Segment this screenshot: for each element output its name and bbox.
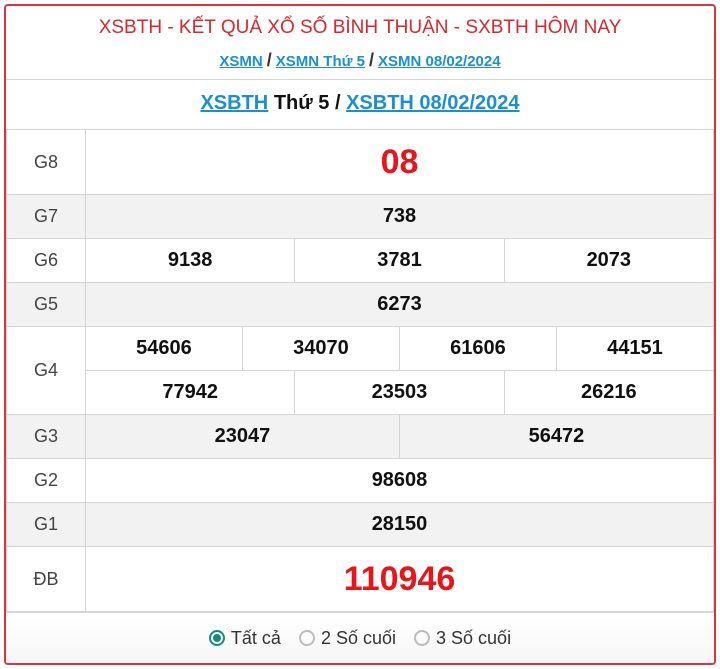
prize-label: G8: [6, 129, 86, 195]
row-g1: G1 28150: [6, 502, 714, 547]
prize-label: G7: [6, 194, 86, 239]
subtitle-text: Thứ 5 /: [273, 92, 341, 114]
row-g7: G7 738: [6, 194, 714, 239]
digit-filter: Tất cả 2 Số cuối 3 Số cuối: [6, 612, 714, 663]
results-panel: XSBTH - KẾT QUẢ XỔ SỐ BÌNH THUẬN - SXBTH…: [4, 4, 716, 665]
prize-value: 738: [85, 194, 714, 239]
row-g3: G3 23047 56472: [6, 414, 714, 459]
radio-icon[interactable]: [414, 630, 431, 646]
prize-value: 3781: [294, 238, 505, 283]
prize-value: 110946: [85, 546, 714, 612]
link-xsmn-thu5[interactable]: XSMN Thứ 5: [275, 53, 365, 70]
prize-value: 44151: [555, 326, 714, 371]
prize-label: ĐB: [6, 546, 86, 612]
breadcrumb: XSMN / XSMN Thứ 5/XSMN 08/02/2024: [6, 46, 714, 79]
row-g2: G2 98608: [6, 458, 714, 503]
prize-value: 23503: [294, 370, 505, 415]
prize-value: 28150: [85, 502, 714, 547]
prize-label: G5: [6, 282, 86, 327]
filter-label: 2 Số cuối: [320, 627, 397, 648]
link-xsbth-date[interactable]: XSBTH 08/02/2024: [346, 92, 520, 114]
prize-value: 61606: [398, 326, 557, 371]
results-table: G8 08 G7 738 G6 9138 3781 2073 G5 6273 G…: [6, 129, 714, 612]
prize-value: 23047: [85, 414, 400, 459]
separator: /: [266, 50, 272, 70]
link-xsmn[interactable]: XSMN: [219, 53, 263, 70]
row-g8: G8 08: [6, 129, 714, 195]
prize-value: 54606: [85, 326, 243, 371]
radio-checked-icon[interactable]: [208, 630, 225, 646]
prize-value: 2073: [503, 238, 714, 283]
prize-label: G4: [6, 326, 86, 415]
page-title: XSBTH - KẾT QUẢ XỔ SỐ BÌNH THUẬN - SXBTH…: [98, 17, 622, 38]
subtitle: XSBTH Thứ 5 / XSBTH 08/02/2024: [6, 79, 714, 129]
prize-value: 6273: [85, 282, 714, 327]
prize-value: 98608: [85, 458, 714, 503]
row-g5: G5 6273: [6, 282, 714, 327]
row-db: ĐB 110946: [6, 546, 714, 612]
row-g4: G4 54606 34070 61606 44151: [6, 326, 714, 415]
prize-label: G6: [6, 238, 86, 283]
filter-all[interactable]: Tất cả: [208, 627, 281, 649]
link-xsbth[interactable]: XSBTH: [200, 92, 269, 114]
filter-3-digits[interactable]: 3 Số cuối: [414, 628, 511, 649]
filter-2-digits[interactable]: 2 Số cuối: [298, 627, 397, 649]
prize-label: G2: [6, 458, 86, 503]
filter-label: Tất cả: [230, 627, 281, 648]
link-xsmn-date[interactable]: XSMN 08/02/2024: [378, 53, 501, 70]
row-g4b: 77942 23503 26216: [7, 370, 714, 415]
prize-value: 26216: [503, 370, 714, 415]
prize-value: 77942: [84, 370, 296, 415]
prize-value: 34070: [241, 326, 400, 371]
prize-value: 56472: [398, 414, 714, 459]
separator: /: [368, 50, 374, 70]
prize-value: 9138: [84, 238, 296, 283]
filter-label: 3 Số cuối: [436, 627, 512, 648]
row-g6: G6 9138 3781 2073: [6, 238, 714, 283]
prize-label: G3: [6, 414, 86, 459]
radio-icon[interactable]: [298, 630, 315, 646]
prize-label: G1: [6, 502, 86, 547]
prize-value: 08: [85, 129, 714, 195]
